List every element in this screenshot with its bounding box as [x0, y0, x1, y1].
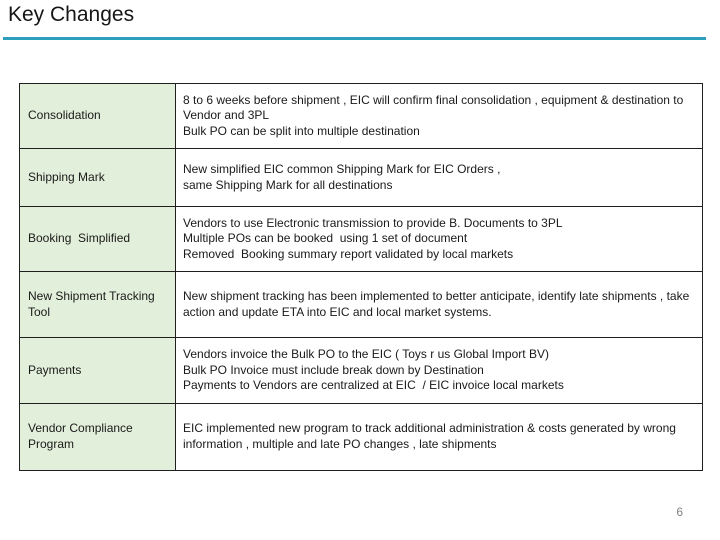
row-description: Vendors invoice the Bulk PO to the EIC (…	[176, 338, 702, 403]
description-line: EIC implemented new program to track add…	[183, 421, 680, 451]
table-row: Booking Simplified Vendors to use Electr…	[20, 207, 702, 272]
table-row: Shipping Mark New simplified EIC common …	[20, 149, 702, 207]
row-label: Shipping Mark	[20, 149, 176, 206]
table-row: New Shipment Tracking Tool New shipment …	[20, 272, 702, 338]
row-description: New shipment tracking has been implement…	[176, 272, 702, 337]
row-label: Payments	[20, 338, 176, 403]
description-line: Vendors to use Electronic transmission t…	[183, 215, 563, 230]
table-row: Vendor Compliance Program EIC implemente…	[20, 404, 702, 470]
row-description: 8 to 6 weeks before shipment , EIC will …	[176, 84, 702, 148]
table-row: Payments Vendors invoice the Bulk PO to …	[20, 338, 702, 404]
description-line: Vendors invoice the Bulk PO to the EIC (…	[183, 347, 549, 362]
description-line: New shipment tracking has been implement…	[183, 288, 693, 319]
description-line: Removed Booking summary report validated…	[183, 246, 514, 261]
row-label: Booking Simplified	[20, 207, 176, 271]
description-line: 8 to 6 weeks before shipment , EIC will …	[183, 92, 687, 123]
description-line: same Shipping Mark for all destinations	[183, 177, 393, 192]
row-label: New Shipment Tracking Tool	[20, 272, 176, 337]
page-number: 6	[676, 505, 683, 519]
description-line: Bulk PO can be split into multiple desti…	[183, 123, 420, 138]
description-line: Bulk PO Invoice must include break down …	[183, 362, 484, 377]
description-line: Payments to Vendors are centralized at E…	[183, 378, 564, 393]
row-label: Consolidation	[20, 84, 176, 148]
description-line: New simplified EIC common Shipping Mark …	[183, 161, 501, 176]
row-description: Vendors to use Electronic transmission t…	[176, 207, 702, 271]
row-description: New simplified EIC common Shipping Mark …	[176, 149, 702, 206]
table-row: Consolidation 8 to 6 weeks before shipme…	[20, 84, 702, 149]
row-description: EIC implemented new program to track add…	[176, 404, 702, 470]
title-underline	[3, 37, 706, 40]
row-label: Vendor Compliance Program	[20, 404, 176, 470]
key-changes-table: Consolidation 8 to 6 weeks before shipme…	[19, 83, 703, 471]
page-title: Key Changes	[8, 3, 135, 26]
description-line: Multiple POs can be booked using 1 set o…	[183, 231, 468, 246]
